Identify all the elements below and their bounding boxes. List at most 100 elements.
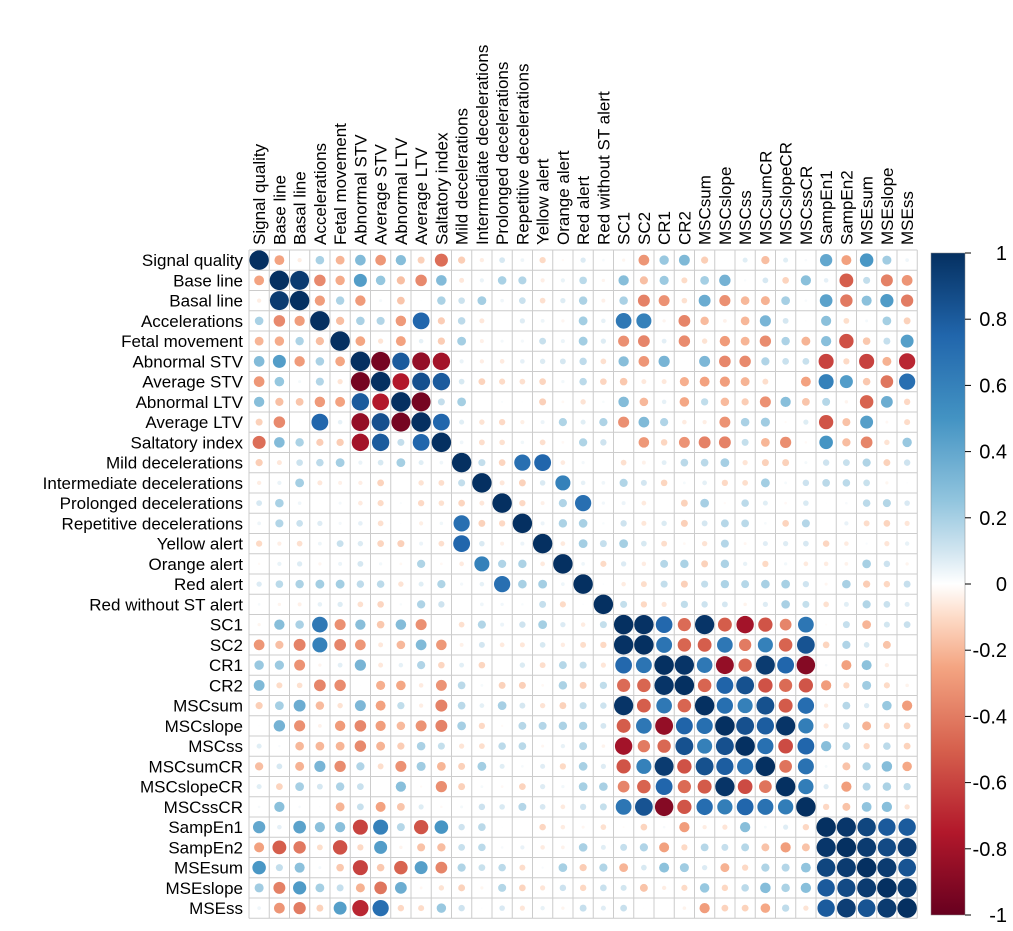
corr-circle [501, 320, 503, 322]
corr-circle [579, 377, 587, 386]
corr-circle [579, 357, 587, 366]
corr-circle [817, 879, 835, 897]
corr-circle [634, 797, 653, 816]
corr-circle [902, 761, 912, 772]
corr-circle [783, 541, 789, 547]
corr-circle [520, 359, 525, 364]
corr-circle [275, 397, 284, 406]
corr-circle [784, 481, 788, 485]
corr-circle [315, 336, 325, 346]
corr-circle [661, 379, 667, 385]
corr-circle [740, 377, 750, 387]
column-label: Orange alert [554, 150, 573, 245]
corr-circle [581, 825, 585, 829]
corr-circle [514, 454, 531, 471]
corr-circle [293, 820, 306, 834]
corr-circle [312, 616, 328, 633]
column-label: SC1 [615, 212, 634, 245]
corr-circle [357, 844, 364, 851]
corr-circle [334, 679, 346, 692]
corr-circle [599, 621, 607, 629]
corr-circle [458, 884, 466, 892]
corr-circle [660, 439, 668, 446]
corr-circle [559, 601, 566, 608]
corr-circle [372, 393, 390, 411]
corr-circle [254, 316, 264, 326]
corr-circle [500, 846, 504, 849]
corr-circle [560, 642, 566, 648]
corr-circle [881, 801, 893, 813]
corr-circle [677, 799, 692, 815]
corr-circle [457, 317, 466, 325]
corr-circle [335, 316, 345, 326]
corr-circle [677, 780, 691, 794]
corr-circle [374, 881, 387, 895]
corr-circle [558, 721, 568, 731]
corr-circle [697, 637, 712, 652]
corr-circle [519, 318, 525, 324]
corr-circle [411, 412, 431, 432]
corr-circle [437, 398, 445, 406]
corr-circle [541, 683, 545, 687]
corr-circle [356, 803, 364, 811]
corr-circle [781, 863, 790, 872]
corr-circle [600, 702, 607, 709]
corr-circle [355, 295, 366, 306]
corr-circle [534, 454, 552, 472]
corr-circle [275, 498, 284, 508]
corr-circle [741, 519, 749, 528]
corr-circle [601, 501, 606, 505]
corr-circle [335, 396, 346, 407]
corr-circle [540, 905, 545, 911]
corr-circle [297, 602, 302, 607]
column-label: MSCslope [716, 167, 735, 245]
corr-circle [862, 620, 872, 630]
corr-circle [415, 720, 427, 732]
corr-circle [438, 500, 445, 506]
corr-circle [883, 742, 891, 750]
corr-circle [257, 603, 261, 606]
corr-circle [819, 253, 833, 267]
corr-circle [295, 761, 305, 771]
corr-circle [804, 461, 808, 465]
corr-circle [877, 858, 897, 878]
corr-circle [435, 679, 447, 691]
corr-circle [718, 436, 731, 449]
corr-circle [498, 681, 506, 689]
corr-circle [681, 297, 688, 304]
corr-circle [359, 684, 361, 686]
corr-circle [432, 352, 451, 371]
corr-circle [276, 682, 283, 689]
corr-circle [335, 741, 345, 751]
corr-circle [862, 762, 871, 771]
corr-circle [477, 620, 486, 629]
corr-circle [558, 519, 568, 528]
corr-circle [757, 738, 774, 755]
corr-circle [742, 257, 748, 263]
corr-circle [736, 676, 755, 695]
corr-circle [399, 502, 402, 505]
corr-circle [316, 783, 323, 790]
corr-circle [297, 501, 302, 505]
corr-circle [357, 601, 364, 608]
corr-circle [295, 397, 304, 406]
colorbar-tick-label: 0 [996, 574, 1007, 596]
corr-circle [478, 519, 486, 527]
corr-circle [334, 821, 346, 833]
row-label: Saltatory index [131, 433, 244, 452]
corr-circle [376, 863, 385, 872]
corr-circle [458, 256, 466, 264]
corr-circle [479, 703, 485, 708]
column-label: Signal quality [250, 143, 269, 245]
corr-circle [274, 801, 285, 812]
corr-circle [460, 582, 464, 586]
corr-circle [439, 521, 444, 526]
corr-circle [397, 438, 405, 446]
corr-circle [580, 399, 586, 405]
corr-circle [459, 642, 464, 647]
corr-circle [338, 521, 342, 525]
corr-circle [253, 356, 265, 367]
corr-circle [275, 519, 284, 528]
corr-circle [458, 621, 465, 628]
corr-circle [518, 559, 527, 569]
